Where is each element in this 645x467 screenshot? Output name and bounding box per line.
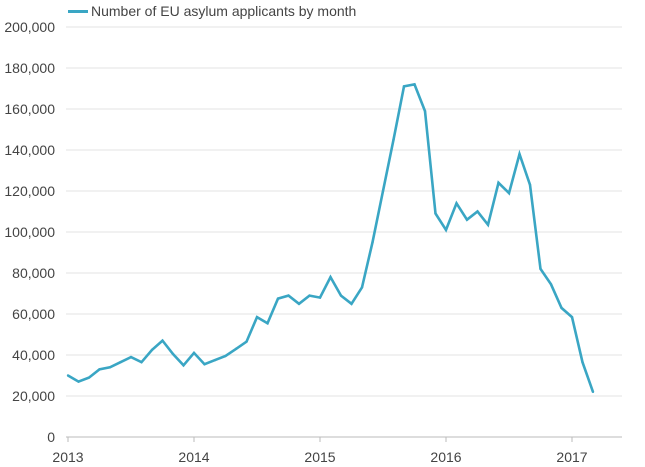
y-tick-label: 140,000 — [4, 142, 55, 158]
y-tick-label: 120,000 — [4, 183, 55, 199]
y-tick-label: 40,000 — [12, 347, 55, 363]
data-point — [434, 212, 437, 215]
data-point — [392, 138, 395, 141]
data-point — [161, 339, 164, 342]
data-point — [402, 85, 406, 88]
y-tick-label: 100,000 — [4, 224, 55, 240]
data-point — [539, 267, 542, 271]
y-tick-label: 200,000 — [4, 19, 55, 35]
data-point — [518, 152, 521, 156]
data-point — [476, 210, 479, 213]
x-tick-label: 2015 — [304, 449, 335, 465]
data-point — [591, 390, 595, 394]
y-tick-label: 20,000 — [12, 388, 55, 404]
data-point — [444, 228, 448, 232]
data-point — [276, 297, 280, 300]
data-point — [266, 322, 269, 325]
data-point — [108, 366, 112, 369]
data-point — [455, 202, 458, 205]
data-point — [339, 294, 343, 297]
y-tick-label: 80,000 — [12, 265, 55, 281]
data-point — [570, 315, 574, 319]
data-point — [507, 191, 511, 195]
data-point — [528, 183, 532, 187]
legend-swatch — [68, 9, 88, 13]
data-point — [360, 286, 364, 289]
legend-label: Number of EU asylum applicants by month — [91, 3, 357, 19]
data-point — [129, 355, 133, 359]
y-tick-label: 60,000 — [12, 306, 55, 322]
data-point — [423, 109, 427, 113]
data-point — [549, 283, 553, 286]
data-point — [329, 275, 332, 279]
data-point — [486, 223, 490, 227]
data-point — [203, 363, 206, 366]
data-point — [350, 302, 353, 305]
y-tick-label: 180,000 — [4, 60, 55, 76]
data-point — [413, 83, 416, 86]
y-tick-label: 0 — [47, 429, 55, 445]
x-tick-label: 2016 — [430, 449, 461, 465]
data-point — [287, 294, 290, 297]
data-point — [150, 348, 154, 352]
data-point — [213, 358, 217, 362]
x-tick-label: 2013 — [52, 449, 83, 465]
data-point — [497, 181, 500, 184]
data-point — [371, 241, 374, 244]
data-point — [98, 368, 101, 371]
data-point — [560, 306, 563, 310]
data-point — [308, 294, 311, 297]
series-line — [67, 82, 595, 393]
data-point — [465, 218, 469, 221]
data-point — [171, 352, 175, 356]
data-point — [140, 360, 143, 364]
legend: Number of EU asylum applicants by month — [68, 3, 356, 19]
data-point — [581, 360, 584, 364]
data-point — [245, 340, 248, 343]
data-point — [77, 380, 80, 383]
x-tick-label: 2014 — [178, 449, 209, 465]
data-point — [66, 374, 70, 377]
y-tick-label: 160,000 — [4, 101, 55, 117]
data-point — [297, 302, 301, 305]
data-point — [318, 296, 322, 299]
data-point — [119, 360, 122, 364]
data-point — [182, 364, 185, 367]
data-point — [87, 376, 91, 379]
data-point — [234, 347, 238, 351]
data-point — [381, 189, 385, 193]
data-point — [224, 354, 227, 358]
data-point — [192, 351, 196, 355]
x-tick-label: 2017 — [556, 449, 587, 465]
data-point — [255, 315, 259, 319]
